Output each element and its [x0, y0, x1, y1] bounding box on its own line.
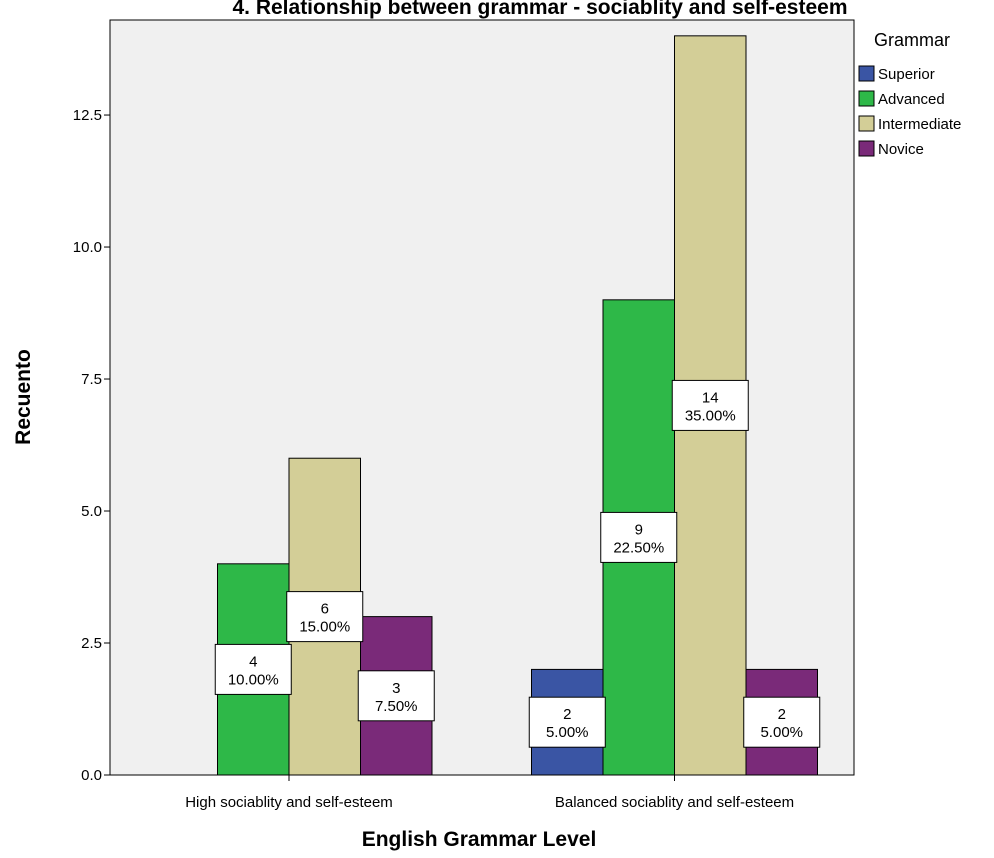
- legend-swatch-intermediate: [858, 115, 875, 132]
- data-label-box: [671, 379, 749, 431]
- data-label: 37.50%: [357, 670, 435, 722]
- data-label-percent: 7.50%: [375, 698, 418, 715]
- y-tick-label: 5.0: [81, 503, 102, 520]
- legend-label-intermediate: Intermediate: [878, 116, 961, 133]
- data-label: 410.00%: [214, 643, 292, 695]
- data-label-box: [528, 696, 606, 748]
- data-label-box: [214, 643, 292, 695]
- data-labels-group: 410.00%615.00%37.50% 25.00%922.50%1435.00…: [214, 379, 821, 748]
- data-label-box: [743, 696, 821, 748]
- data-label-percent: 5.00%: [546, 724, 589, 741]
- x-axis: High sociablity and self-esteem Balanced …: [185, 775, 794, 811]
- data-label-count: 2: [563, 706, 571, 723]
- data-label-percent: 22.50%: [613, 539, 664, 556]
- y-axis-title: Recuento: [12, 349, 35, 445]
- data-label-count: 9: [635, 521, 643, 538]
- x-tick-label: High sociablity and self-esteem: [185, 794, 393, 811]
- y-tick-label: 10.0: [73, 239, 102, 256]
- data-label-box: [286, 591, 364, 643]
- y-tick-label: 0.0: [81, 767, 102, 784]
- y-axis: 0.0 2.5 5.0 7.5 10.0 12.5: [73, 107, 110, 784]
- x-axis-title: English Grammar Level: [362, 828, 597, 851]
- data-label-percent: 5.00%: [760, 724, 803, 741]
- y-tick-label: 7.5: [81, 371, 102, 388]
- legend-swatch-superior: [858, 65, 875, 82]
- y-tick-label: 12.5: [73, 107, 102, 124]
- x-tick-label: Balanced sociablity and self-esteem: [555, 794, 794, 811]
- legend-swatch-novice: [858, 140, 875, 157]
- legend-swatch-advanced: [858, 90, 875, 107]
- data-label-count: 2: [778, 706, 786, 723]
- data-label: 615.00%: [286, 591, 364, 643]
- data-label-count: 4: [249, 653, 257, 670]
- data-label-box: [357, 670, 435, 722]
- legend-label-novice: Novice: [878, 141, 924, 158]
- data-label-percent: 10.00%: [228, 671, 279, 688]
- y-tick-label: 2.5: [81, 635, 102, 652]
- data-label: 25.00%: [743, 696, 821, 748]
- data-label-count: 14: [702, 389, 719, 406]
- data-label: 25.00%: [528, 696, 606, 748]
- data-label-count: 3: [392, 680, 400, 697]
- data-label-percent: 35.00%: [685, 407, 736, 424]
- chart-title: 4. Relationship between grammar - sociab…: [232, 0, 847, 19]
- legend: Grammar Superior Advanced Intermediate Novi…: [858, 30, 961, 158]
- data-label: 922.50%: [600, 511, 678, 563]
- data-label-percent: 15.00%: [299, 619, 350, 636]
- legend-title: Grammar: [874, 30, 950, 50]
- data-label-box: [600, 511, 678, 563]
- legend-label-advanced: Advanced: [878, 91, 945, 108]
- data-label-count: 6: [321, 601, 329, 618]
- legend-label-superior: Superior: [878, 66, 935, 83]
